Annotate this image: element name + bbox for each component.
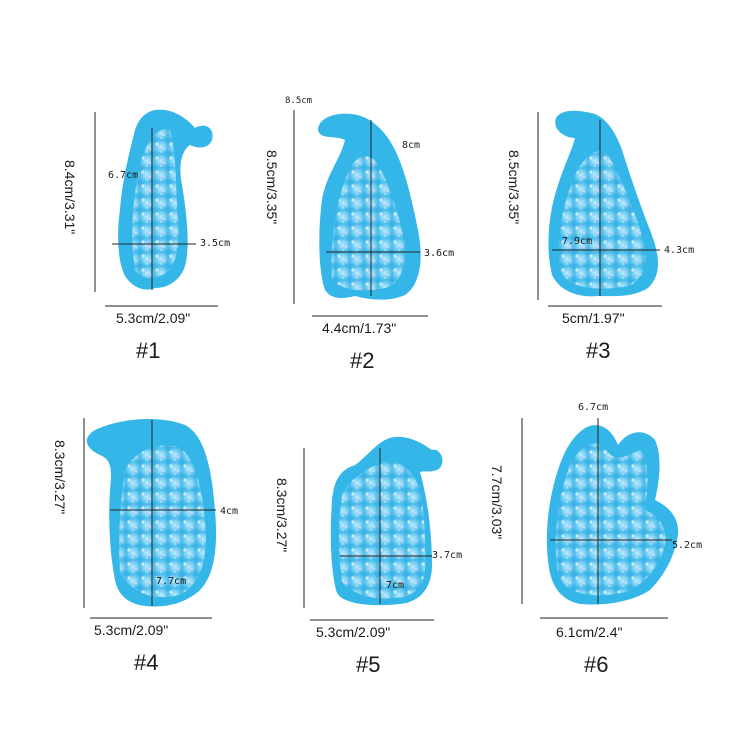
- mold-3-number: #3: [586, 338, 611, 363]
- mold-4-width-label: 5.3cm/2.09": [94, 622, 169, 638]
- mold-4-number: #4: [134, 650, 159, 675]
- mold-4-height-label: 8.3cm/3.27": [52, 440, 68, 515]
- mold-3-width-label: 5cm/1.97": [562, 310, 625, 326]
- mold-6-number: #6: [584, 652, 609, 677]
- mold-5-width-label: 5.3cm/2.09": [316, 624, 391, 640]
- mold-6: [521, 418, 679, 619]
- mold-1-inner-b-label: 3.5cm: [200, 238, 231, 249]
- mold-5: [303, 436, 443, 621]
- mold-1-number: #1: [136, 338, 161, 363]
- mold-2-inner-a-label: 8cm: [402, 140, 421, 151]
- mold-1-inner-a-label: 6.7cm: [108, 170, 139, 181]
- mold-5-inner-b-label: 7cm: [386, 580, 405, 591]
- mold-6-inner-a-label: 6.7cm: [578, 402, 609, 413]
- mold-4-inner-b-label: 7.7cm: [156, 576, 187, 587]
- mold-3-inner-a-label: 7.9cm: [562, 236, 593, 247]
- mold-6-height-label: 7.7cm/3.03": [489, 465, 505, 540]
- mold-6-width-label: 6.1cm/2.4": [556, 624, 623, 640]
- mold-4-inner-a-label: 4cm: [220, 506, 239, 517]
- mold-5-inner-a-label: 3.7cm: [432, 550, 463, 561]
- mold-3: [537, 110, 662, 307]
- mold-5-number: #5: [356, 652, 381, 677]
- mold-5-height-label: 8.3cm/3.27": [274, 478, 290, 553]
- mold-1-height-label: 8.4cm/3.31": [62, 160, 78, 235]
- mold-4: [83, 418, 217, 619]
- mold-2: [293, 110, 428, 317]
- mold-3-height-label: 8.5cm/3.35": [506, 150, 522, 225]
- mold-2-inner-b-label: 3.6cm: [424, 248, 455, 259]
- mold-2-width-label: 4.4cm/1.73": [322, 320, 397, 336]
- mold-1: [94, 109, 218, 307]
- mold-2-height-label: 8.5cm/3.35": [264, 150, 280, 225]
- mold-1-width-label: 5.3cm/2.09": [116, 310, 191, 326]
- mold-6-inner-b-label: 5.2cm: [672, 540, 703, 551]
- mold-2-number: #2: [350, 348, 375, 373]
- mold-2-top-note: 8.5cm: [285, 96, 313, 106]
- mold-3-inner-b-label: 4.3cm: [664, 245, 695, 256]
